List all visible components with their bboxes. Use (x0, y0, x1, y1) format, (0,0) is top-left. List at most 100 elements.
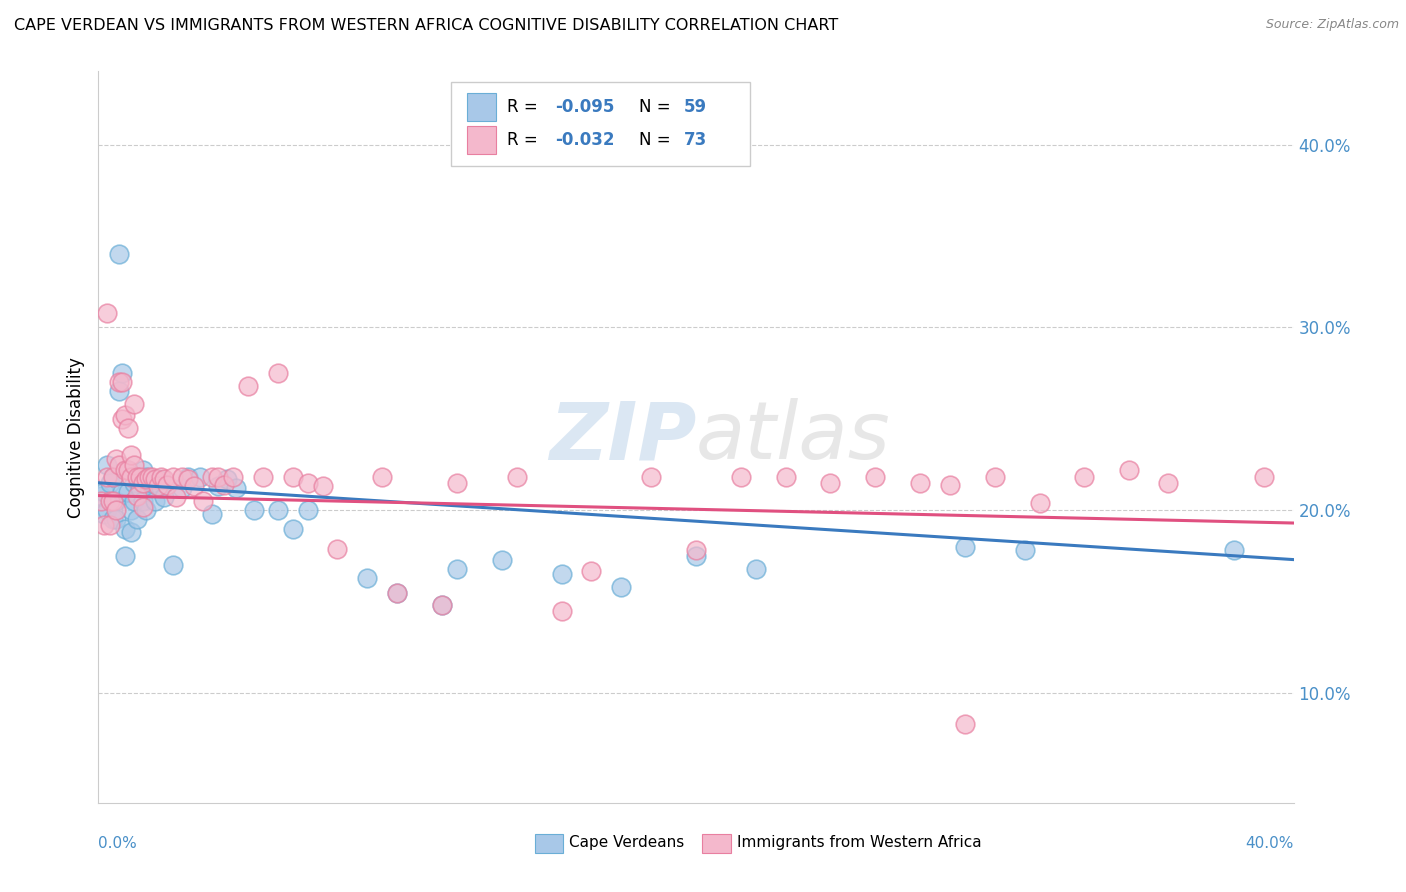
Point (153, 472, 176, 486)
Point (111, 366, 134, 380)
Point (172, 481, 194, 495)
Point (132, 475, 155, 490)
Point (96, 306, 118, 320)
Point (103, 494, 125, 508)
Point (201, 507, 224, 521)
Point (111, 412, 134, 426)
Point (162, 470, 184, 484)
Point (156, 477, 179, 491)
Text: 73: 73 (685, 131, 707, 149)
Text: Immigrants from Western Africa: Immigrants from Western Africa (737, 835, 981, 850)
Point (124, 475, 146, 490)
Point (252, 470, 274, 484)
Point (108, 247, 131, 261)
Y-axis label: Cognitive Disability: Cognitive Disability (66, 357, 84, 517)
Point (236, 379, 259, 393)
Point (491, 552, 513, 566)
Point (610, 580, 633, 594)
Point (124, 397, 146, 411)
Point (98, 494, 122, 508)
Point (267, 503, 290, 517)
Text: Source: ZipAtlas.com: Source: ZipAtlas.com (1265, 18, 1399, 31)
Point (105, 452, 128, 467)
Point (281, 470, 304, 484)
Text: -0.032: -0.032 (555, 131, 614, 149)
Point (506, 470, 529, 484)
Point (105, 503, 128, 517)
Point (96, 470, 118, 484)
Text: N =: N = (638, 98, 675, 116)
Point (132, 500, 155, 514)
Point (183, 479, 205, 493)
Point (93, 485, 115, 500)
Point (685, 543, 707, 558)
Text: R =: R = (508, 131, 543, 149)
Point (430, 599, 453, 613)
Point (117, 463, 139, 477)
Point (172, 470, 194, 484)
Point (243, 503, 266, 517)
Point (117, 485, 139, 500)
Point (356, 571, 378, 585)
Point (297, 475, 319, 490)
Point (984, 470, 1007, 484)
Point (103, 470, 125, 484)
Point (105, 512, 128, 526)
Point (129, 481, 152, 495)
Point (114, 408, 136, 422)
Point (1028, 496, 1050, 510)
Point (150, 481, 173, 495)
Text: ZIP: ZIP (548, 398, 696, 476)
Point (430, 599, 453, 613)
Point (120, 525, 142, 540)
Point (953, 717, 976, 731)
Point (153, 491, 176, 505)
Point (135, 472, 157, 486)
Point (108, 458, 131, 472)
Point (188, 470, 211, 484)
Point (114, 463, 136, 477)
Point (114, 549, 136, 563)
Point (96, 458, 118, 472)
Point (326, 541, 349, 556)
Point (281, 521, 304, 535)
Point (127, 512, 149, 526)
Point (103, 470, 125, 484)
Point (98, 517, 122, 532)
Point (148, 479, 170, 493)
Point (207, 479, 229, 493)
Point (120, 470, 142, 484)
Point (267, 366, 290, 380)
Point (93, 517, 115, 532)
Point (114, 521, 136, 535)
Point (135, 470, 157, 484)
Point (865, 470, 887, 484)
Point (550, 604, 572, 618)
Text: CAPE VERDEAN VS IMMIGRANTS FROM WESTERN AFRICA COGNITIVE DISABILITY CORRELATION : CAPE VERDEAN VS IMMIGRANTS FROM WESTERN … (14, 18, 838, 33)
FancyBboxPatch shape (451, 82, 749, 167)
Point (212, 477, 235, 491)
Point (201, 470, 224, 484)
Text: 59: 59 (685, 98, 707, 116)
Point (297, 503, 319, 517)
Point (1223, 543, 1246, 558)
Point (446, 562, 468, 576)
Point (581, 564, 603, 578)
Point (103, 512, 125, 526)
Point (138, 470, 160, 484)
Point (138, 479, 160, 493)
Text: 0.0%: 0.0% (98, 836, 138, 851)
Point (177, 470, 200, 484)
Text: -0.095: -0.095 (555, 98, 614, 116)
Point (207, 470, 229, 484)
Point (108, 375, 131, 389)
Point (953, 540, 976, 554)
Point (775, 470, 797, 484)
Point (1014, 543, 1036, 558)
Point (108, 384, 131, 399)
Point (90, 494, 112, 508)
Point (820, 475, 842, 490)
Point (129, 470, 152, 484)
Point (132, 494, 155, 508)
Point (225, 481, 247, 495)
